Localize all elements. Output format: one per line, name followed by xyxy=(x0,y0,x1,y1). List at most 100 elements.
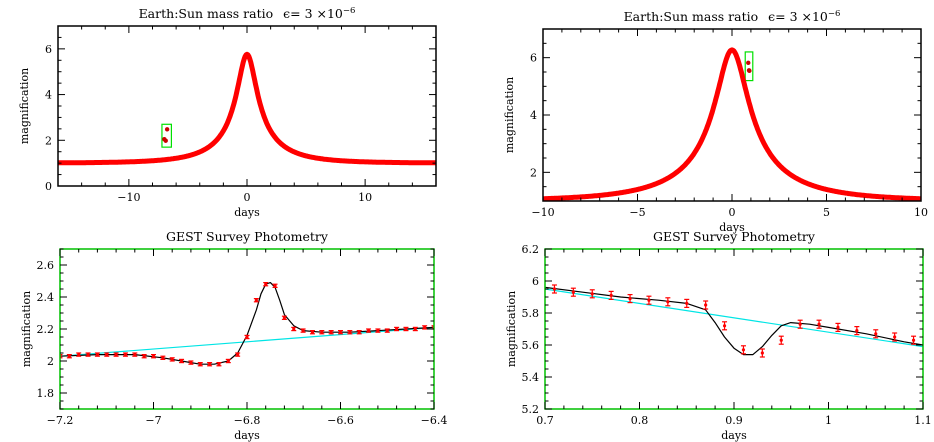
data-point-marker xyxy=(133,353,137,357)
data-point-marker xyxy=(404,327,408,331)
data-point-marker xyxy=(245,335,249,339)
data-point xyxy=(347,330,353,335)
data-point-marker xyxy=(366,329,371,333)
data-point xyxy=(778,335,784,345)
plot-frame xyxy=(544,248,924,410)
data-point-marker xyxy=(161,356,165,360)
data-point xyxy=(797,319,803,329)
data-point-marker xyxy=(329,330,333,334)
plot-frame xyxy=(542,28,922,202)
data-point-marker xyxy=(571,290,575,294)
anomaly-point xyxy=(163,138,168,143)
data-point xyxy=(160,355,166,360)
y-tick-label: 5.8 xyxy=(522,307,540,320)
data-point xyxy=(375,328,381,333)
chart-title-epsilon: ϵ= 3 ×10 xyxy=(283,6,343,21)
y-tick-label: 2.2 xyxy=(37,323,55,336)
x-axis-label: days xyxy=(721,429,747,442)
chart-panel-gest-photometry-right: 0.7 0.8 0.9 1 1.1 5.2 5.4 5.6 5.8 6 6.2 days magnifi… xyxy=(505,229,932,442)
data-point-marker xyxy=(208,362,212,366)
data-point-marker xyxy=(666,300,670,304)
data-point xyxy=(319,330,325,335)
data-point-marker xyxy=(179,359,184,363)
y-tick-label: 6 xyxy=(530,52,537,65)
chart-title: Earth:Sun mass ratio ϵ= 3 ×10−6 xyxy=(624,9,841,24)
x-tick-label: 10 xyxy=(358,191,372,204)
data-point-marker xyxy=(609,293,613,297)
y-tick-label: 6 xyxy=(45,43,52,56)
chart-panel-gest-photometry-left: −7.2 −7 −6.8 −6.6 −6.4 1.8 2 2.2 2.4 2.6 days magni… xyxy=(20,229,447,442)
data-point-marker xyxy=(348,330,352,334)
data-point xyxy=(403,326,409,332)
data-point xyxy=(216,362,222,367)
data-point xyxy=(291,326,297,332)
x-tick-label: 0.8 xyxy=(631,414,649,427)
chart-title: GEST Survey Photometry xyxy=(166,229,329,244)
x-axis-label: days xyxy=(719,221,745,234)
y-tick-label: 2 xyxy=(530,166,537,179)
data-point-marker xyxy=(86,353,90,357)
data-point xyxy=(263,282,269,287)
y-tick-label: 5.4 xyxy=(522,371,540,384)
data-point xyxy=(589,289,595,299)
y-tick-label: 5.2 xyxy=(522,403,540,416)
data-point xyxy=(272,283,278,288)
data-point xyxy=(551,284,557,294)
data-point xyxy=(94,352,100,357)
data-point-marker xyxy=(893,335,897,339)
data-point xyxy=(253,298,259,303)
planet-model-series xyxy=(545,286,923,356)
data-point xyxy=(740,345,746,355)
data-point-marker xyxy=(704,303,708,307)
data-point-marker xyxy=(413,327,417,331)
y-tick-label: 6 xyxy=(532,275,539,288)
data-point xyxy=(759,348,765,358)
data-point xyxy=(703,300,709,310)
data-point-marker xyxy=(95,353,99,357)
anomaly-point xyxy=(747,68,752,74)
data-point xyxy=(384,328,390,333)
data-point-marker xyxy=(151,354,156,358)
plot-area xyxy=(543,47,921,201)
data-point xyxy=(646,295,652,305)
y-tick-label: 2.4 xyxy=(37,291,55,304)
data-point xyxy=(85,352,91,357)
x-tick-label: −6.4 xyxy=(421,414,448,427)
chart-title-epsilon: ϵ= 3 ×10 xyxy=(768,9,828,24)
data-point-marker xyxy=(741,348,746,352)
y-tick-label: 2 xyxy=(47,355,54,368)
chart-title-text: GEST Survey Photometry xyxy=(166,229,329,244)
data-point xyxy=(911,335,917,345)
data-point xyxy=(122,352,128,357)
chart-panel-earth-sun-right: −10 −5 0 5 10 2 4 6 days magnification Earth:Sun m… xyxy=(503,9,928,234)
data-point-marker xyxy=(301,329,305,333)
data-point-marker xyxy=(198,362,202,366)
x-tick-label: 10 xyxy=(914,206,928,219)
data-point xyxy=(132,352,138,357)
data-point-marker xyxy=(310,330,315,334)
data-point-marker xyxy=(292,327,296,331)
data-point-marker xyxy=(105,353,109,357)
x-tick-label: −10 xyxy=(117,191,140,204)
data-point xyxy=(151,354,156,359)
data-point xyxy=(570,287,576,297)
data-point xyxy=(627,294,633,304)
data-point-marker xyxy=(357,330,361,334)
data-point xyxy=(366,328,372,333)
data-point-marker xyxy=(874,332,878,336)
data-point xyxy=(356,330,362,335)
anomaly-point xyxy=(746,60,751,66)
light-curve-series xyxy=(543,47,921,201)
chart-title: Earth:Sun mass ratio ϵ= 3 ×10−6 xyxy=(139,6,356,21)
data-point-marker xyxy=(217,362,221,366)
ticks xyxy=(542,28,922,202)
data-point xyxy=(66,354,72,359)
data-point-marker xyxy=(779,338,783,342)
data-point-marker xyxy=(836,325,840,329)
x-tick-label: 0 xyxy=(729,206,736,219)
chart-panel-earth-sun-left: −10 0 10 0 2 4 6 days magnification Earth:Sun mas… xyxy=(18,6,437,219)
data-point xyxy=(338,330,343,335)
x-tick-label: −7.2 xyxy=(47,414,74,427)
data-point xyxy=(207,362,213,367)
